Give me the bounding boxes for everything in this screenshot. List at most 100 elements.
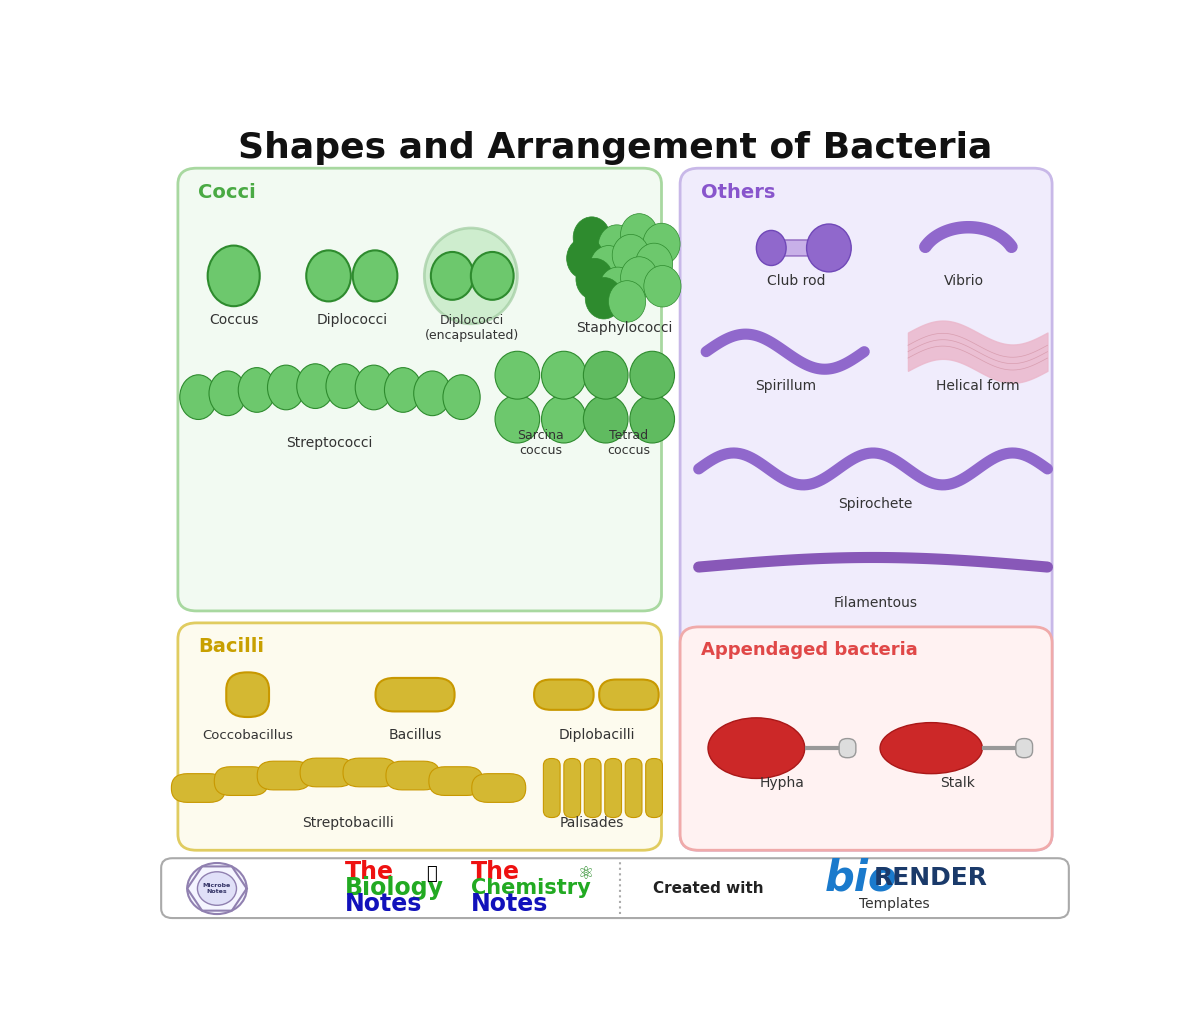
Text: Coccobacillus: Coccobacillus <box>203 729 293 742</box>
Ellipse shape <box>470 252 514 299</box>
Ellipse shape <box>268 365 305 410</box>
Text: Palisades: Palisades <box>559 816 624 830</box>
FancyBboxPatch shape <box>343 758 397 786</box>
Text: Streptococci: Streptococci <box>287 436 373 451</box>
Ellipse shape <box>608 281 646 322</box>
FancyBboxPatch shape <box>564 758 581 817</box>
Text: Appendaged bacteria: Appendaged bacteria <box>701 641 917 659</box>
Text: Diplococci
(encapsulated): Diplococci (encapsulated) <box>425 314 518 342</box>
Text: Others: Others <box>701 182 775 202</box>
Ellipse shape <box>353 251 397 301</box>
Text: The: The <box>470 860 520 884</box>
FancyBboxPatch shape <box>376 678 455 712</box>
Text: Club rod: Club rod <box>767 274 826 288</box>
Ellipse shape <box>414 371 451 415</box>
Text: Diplobacilli: Diplobacilli <box>558 728 635 743</box>
Text: Filamentous: Filamentous <box>833 596 918 610</box>
Ellipse shape <box>630 351 674 399</box>
Ellipse shape <box>296 364 334 408</box>
Text: Chemistry: Chemistry <box>470 877 590 898</box>
Ellipse shape <box>630 395 674 443</box>
Text: Stalk: Stalk <box>940 776 974 790</box>
Ellipse shape <box>599 267 636 309</box>
FancyBboxPatch shape <box>161 858 1069 918</box>
Ellipse shape <box>583 351 628 399</box>
Ellipse shape <box>583 395 628 443</box>
Ellipse shape <box>180 375 217 420</box>
Ellipse shape <box>425 228 517 323</box>
Ellipse shape <box>326 364 364 408</box>
Text: Helical form: Helical form <box>936 379 1020 393</box>
FancyBboxPatch shape <box>472 774 526 802</box>
Ellipse shape <box>574 217 611 258</box>
Ellipse shape <box>612 234 649 276</box>
Ellipse shape <box>636 243 673 285</box>
Ellipse shape <box>643 223 680 265</box>
Ellipse shape <box>644 265 682 307</box>
Ellipse shape <box>431 252 474 299</box>
Text: Tetrad
coccus: Tetrad coccus <box>607 429 650 458</box>
FancyBboxPatch shape <box>300 758 354 786</box>
Ellipse shape <box>590 246 628 287</box>
Ellipse shape <box>209 371 246 415</box>
Text: bio: bio <box>824 857 896 899</box>
FancyBboxPatch shape <box>172 774 226 802</box>
FancyBboxPatch shape <box>428 767 482 796</box>
Ellipse shape <box>576 258 613 299</box>
Ellipse shape <box>384 368 421 412</box>
Text: Created with: Created with <box>653 881 763 896</box>
Text: Streptobacilli: Streptobacilli <box>302 816 394 830</box>
Ellipse shape <box>541 351 586 399</box>
FancyBboxPatch shape <box>605 758 622 817</box>
Circle shape <box>198 871 236 905</box>
Ellipse shape <box>586 278 623 319</box>
FancyBboxPatch shape <box>646 758 662 817</box>
Ellipse shape <box>880 723 983 774</box>
Ellipse shape <box>708 718 805 778</box>
Ellipse shape <box>208 246 259 307</box>
Text: Microbe: Microbe <box>203 883 232 888</box>
Text: Notes: Notes <box>470 892 548 916</box>
Text: Shapes and Arrangement of Bacteria: Shapes and Arrangement of Bacteria <box>238 132 992 166</box>
FancyBboxPatch shape <box>544 758 560 817</box>
Text: Hypha: Hypha <box>760 776 805 790</box>
FancyBboxPatch shape <box>839 739 856 757</box>
FancyBboxPatch shape <box>534 680 594 710</box>
Text: Spirillum: Spirillum <box>755 379 816 393</box>
Text: ⚛: ⚛ <box>577 865 593 883</box>
FancyBboxPatch shape <box>680 168 1052 851</box>
Text: Templates: Templates <box>859 897 929 911</box>
Ellipse shape <box>756 230 786 265</box>
Ellipse shape <box>566 237 604 279</box>
FancyBboxPatch shape <box>215 767 269 796</box>
FancyBboxPatch shape <box>1016 739 1032 757</box>
Ellipse shape <box>599 225 636 266</box>
Text: Cocci: Cocci <box>198 182 256 202</box>
Ellipse shape <box>306 251 350 301</box>
Ellipse shape <box>541 395 586 443</box>
Text: Coccus: Coccus <box>209 313 258 326</box>
FancyBboxPatch shape <box>257 761 311 789</box>
Text: Sarcina
coccus: Sarcina coccus <box>517 429 564 458</box>
Text: The: The <box>346 860 395 884</box>
Ellipse shape <box>443 375 480 420</box>
FancyBboxPatch shape <box>178 623 661 851</box>
FancyBboxPatch shape <box>599 680 659 710</box>
FancyBboxPatch shape <box>680 627 1052 851</box>
Text: Diplococci: Diplococci <box>317 313 388 326</box>
Text: 🧬: 🧬 <box>426 865 437 883</box>
Text: Staphylococci: Staphylococci <box>576 321 672 335</box>
Ellipse shape <box>355 365 392 410</box>
Ellipse shape <box>806 224 851 271</box>
FancyBboxPatch shape <box>584 758 601 817</box>
FancyBboxPatch shape <box>768 240 824 256</box>
FancyBboxPatch shape <box>625 758 642 817</box>
Text: Notes: Notes <box>206 889 227 894</box>
Text: Bacillus: Bacillus <box>389 728 442 743</box>
Ellipse shape <box>496 351 540 399</box>
Text: Vibrio: Vibrio <box>943 274 984 288</box>
FancyBboxPatch shape <box>386 761 440 789</box>
Ellipse shape <box>496 395 540 443</box>
Text: Biology: Biology <box>346 875 444 899</box>
Text: Notes: Notes <box>346 892 422 916</box>
